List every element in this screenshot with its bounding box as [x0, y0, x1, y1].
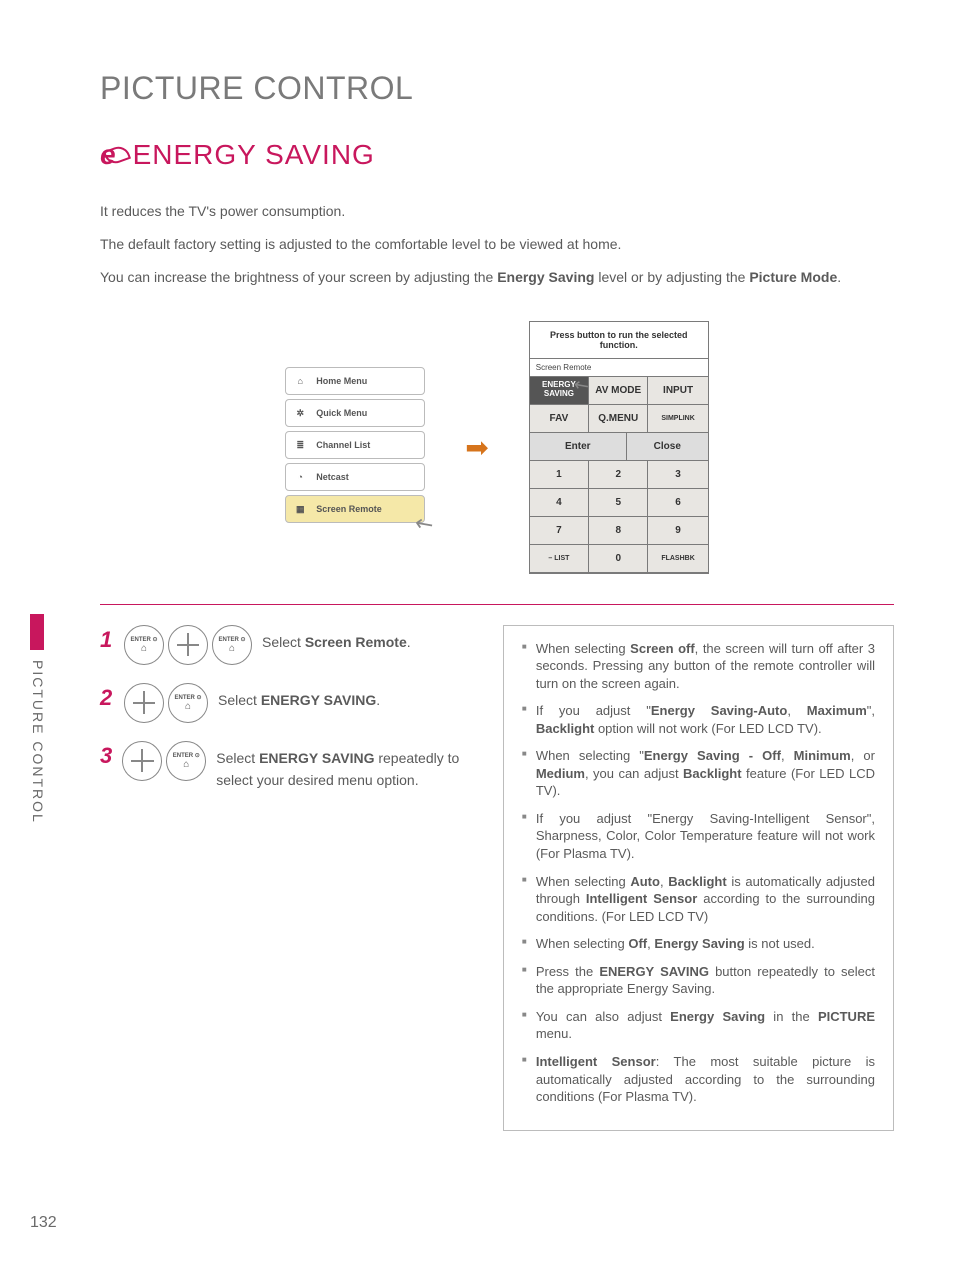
section-title-text: ENERGY SAVING [133, 139, 375, 171]
remote-button: FLASHBK [648, 545, 707, 573]
step: 1 ENTER ⊙⌂ ENTER ⊙⌂ Select Screen Remote. [100, 625, 471, 665]
enter-icon: ENTER ⊙⌂ [168, 683, 208, 723]
menu-icon: ≣ [292, 437, 308, 453]
dpad-icon [122, 741, 162, 781]
remote-button: 6 [648, 489, 707, 517]
remote-button: SIMPLINK [648, 405, 707, 433]
enter-icon: ENTER ⊙⌂ [212, 625, 252, 665]
note-item: You can also adjust Energy Saving in the… [522, 1008, 875, 1043]
menu-label: Home Menu [316, 376, 367, 386]
menu-label: Screen Remote [316, 504, 382, 514]
menu-label: Quick Menu [316, 408, 367, 418]
remote-button: INPUT [648, 377, 707, 405]
enter-icon: ENTER ⊙⌂ [166, 741, 206, 781]
accent-bar [30, 614, 44, 650]
note-item: When selecting Auto, Backlight is automa… [522, 873, 875, 926]
remote-button: 7 [530, 517, 589, 545]
remote-button: 8 [589, 517, 648, 545]
step: 3 ENTER ⊙⌂Select ENERGY SAVING repeatedly… [100, 741, 471, 792]
remote-button: FAV [530, 405, 589, 433]
section-title: e ENERGY SAVING [100, 139, 894, 171]
step-text: Select ENERGY SAVING repeatedly to selec… [216, 741, 471, 792]
step-number: 1 [100, 629, 114, 651]
menu-panel: ⌂ Home Menu ✲ Quick Menu ≣ Channel List ◔ Netca… [285, 367, 425, 527]
menu-icon: ◔ [292, 469, 308, 485]
step-number: 2 [100, 687, 114, 709]
menu-item: ✲ Quick Menu [285, 399, 425, 427]
remote-button: – LIST [530, 545, 589, 573]
note-item: If you adjust "Energy Saving-Intelligent… [522, 810, 875, 863]
menu-label: Netcast [316, 472, 349, 482]
remote-button: 9 [648, 517, 707, 545]
side-label: PICTURE CONTROL [30, 660, 46, 824]
menu-icon: ⌂ [292, 373, 308, 389]
notes-box: When selecting Screen off, the screen wi… [503, 625, 894, 1131]
menu-icon: ✲ [292, 405, 308, 421]
menu-icon: ▦ [292, 501, 308, 517]
screen-remote-panel: Press button to run the selected functio… [529, 321, 709, 574]
menu-item: ▦ Screen Remote [285, 495, 425, 523]
page-title: PICTURE CONTROL [100, 70, 894, 107]
dpad-icon [168, 625, 208, 665]
remote-subhead: Screen Remote [530, 359, 708, 377]
dpad-icon [124, 683, 164, 723]
enter-icon: ENTER ⊙⌂ [124, 625, 164, 665]
menu-label: Channel List [316, 440, 370, 450]
remote-button: 0 [589, 545, 648, 573]
menu-item: ≣ Channel List [285, 431, 425, 459]
page-number: 132 [30, 1214, 57, 1232]
divider [100, 604, 894, 605]
remote-button: 2 [589, 461, 648, 489]
remote-button: 1 [530, 461, 589, 489]
remote-button: Enter [530, 433, 627, 461]
step-icons: ENTER ⊙⌂ [122, 741, 206, 781]
step-icons: ENTER ⊙⌂ ENTER ⊙⌂ [124, 625, 252, 665]
menu-item: ⌂ Home Menu [285, 367, 425, 395]
figures-row: ⌂ Home Menu ✲ Quick Menu ≣ Channel List ◔ Netca… [100, 321, 894, 574]
eco-icon: e [100, 139, 123, 171]
intro-line-3: You can increase the brightness of your … [100, 265, 894, 290]
menu-item: ◔ Netcast [285, 463, 425, 491]
note-item: Press the ENERGY SAVING button repeatedl… [522, 963, 875, 998]
remote-button: 5 [589, 489, 648, 517]
step-text: Select ENERGY SAVING. [218, 683, 380, 711]
intro-line-2: The default factory setting is adjusted … [100, 232, 894, 257]
note-item: Intelligent Sensor: The most suitable pi… [522, 1053, 875, 1106]
step-text: Select Screen Remote. [262, 625, 411, 653]
step: 2 ENTER ⊙⌂ Select ENERGY SAVING. [100, 683, 471, 723]
intro-block: It reduces the TV's power consumption. T… [100, 199, 894, 291]
note-item: If you adjust "Energy Saving-Auto, Maxim… [522, 702, 875, 737]
arrow-icon: ➡ [465, 431, 488, 464]
remote-button: 4 [530, 489, 589, 517]
step-icons: ENTER ⊙⌂ [124, 683, 208, 723]
intro-line-1: It reduces the TV's power consumption. [100, 199, 894, 224]
note-item: When selecting Off, Energy Saving is not… [522, 935, 875, 953]
note-item: When selecting "Energy Saving - Off, Min… [522, 747, 875, 800]
step-number: 3 [100, 745, 112, 767]
remote-button: AV MODE [589, 377, 648, 405]
remote-head: Press button to run the selected functio… [530, 322, 708, 359]
remote-button: Close [627, 433, 708, 461]
remote-button: Q.MENU [589, 405, 648, 433]
remote-button: 3 [648, 461, 707, 489]
note-item: When selecting Screen off, the screen wi… [522, 640, 875, 693]
steps-column: 1ENTER ⊙⌂ENTER ⊙⌂Select Screen Remote.2E… [100, 625, 471, 1131]
